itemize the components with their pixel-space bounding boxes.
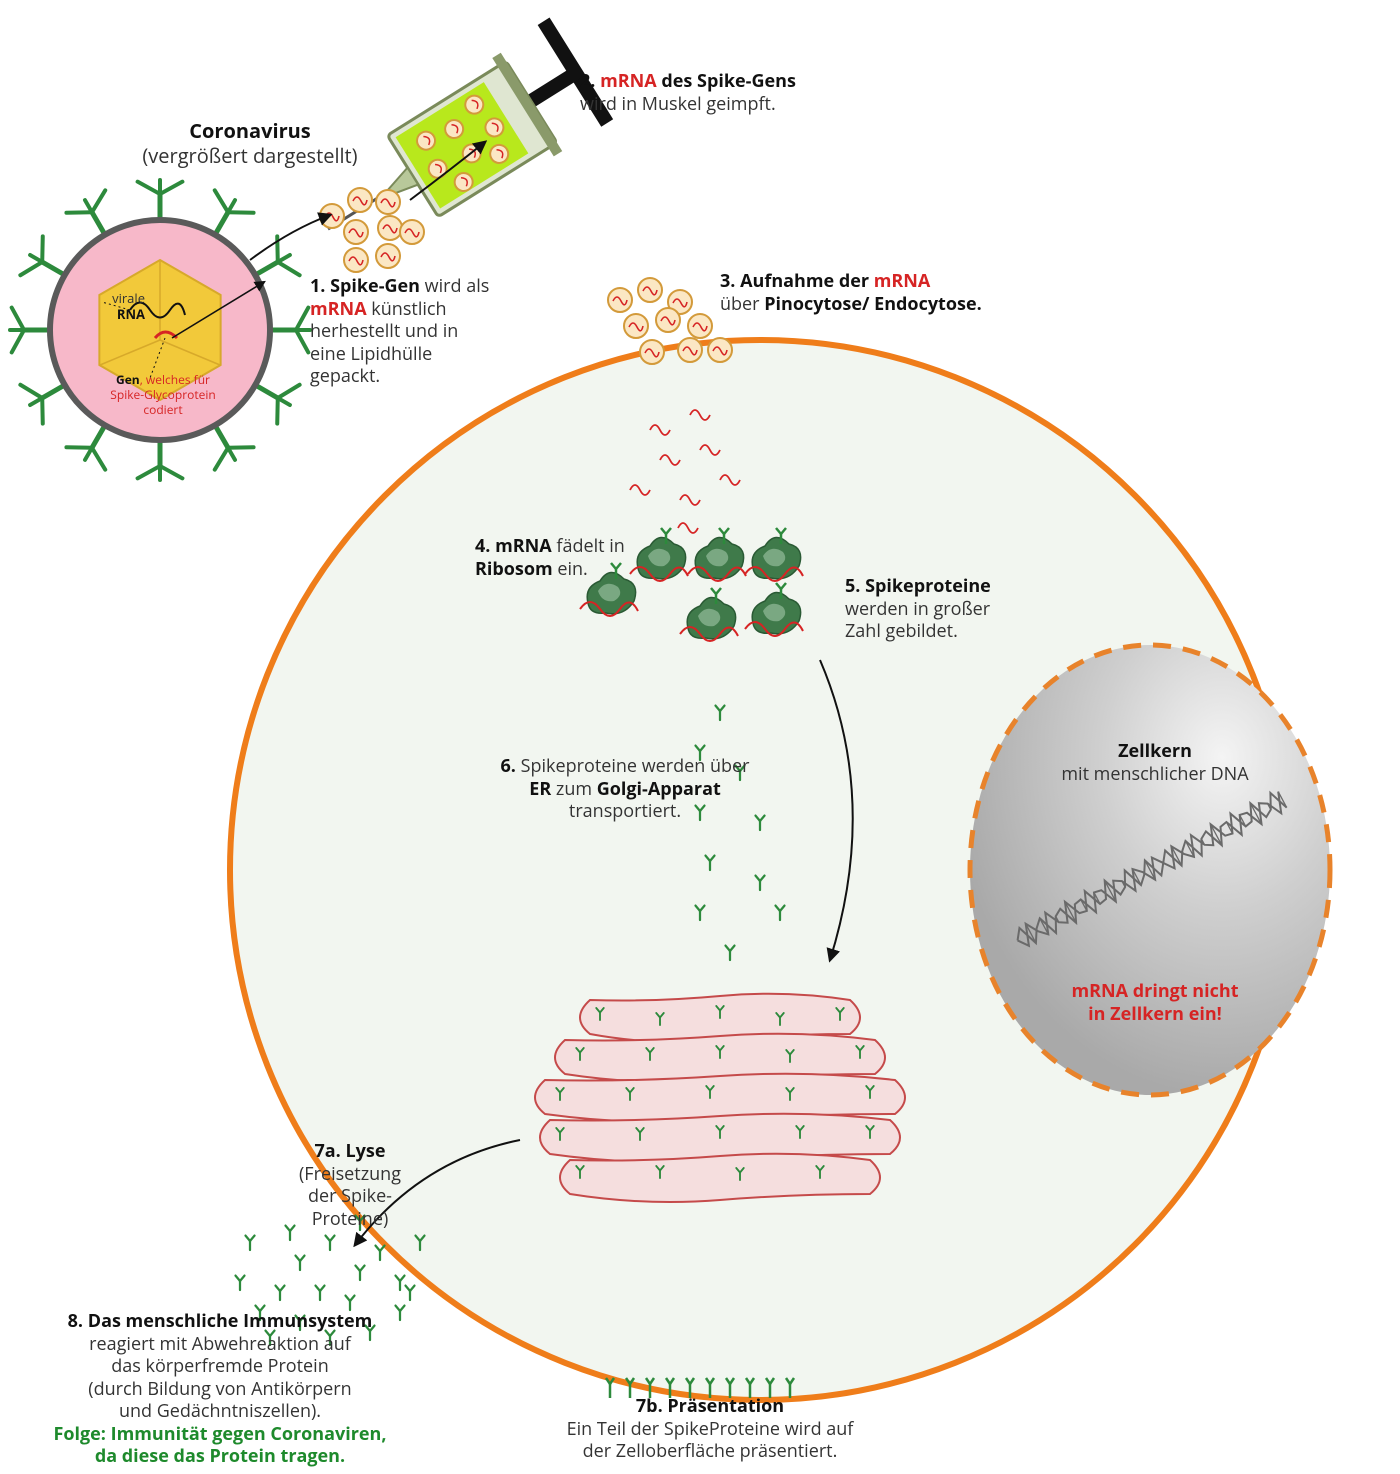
spike-protein-icon (276, 1286, 285, 1300)
step3-label: 3. Aufnahme der mRNA über Pinocytose/ En… (720, 270, 1040, 315)
nucleus-label: Zellkernmit menschlicher DNA (1040, 740, 1270, 785)
coronavirus-title: Coronavirus (vergrößert dargestellt) (120, 118, 380, 168)
golgi-cisterna (560, 1154, 880, 1202)
step6-label: 6. Spikeproteine werden über ER zum Golg… (465, 755, 785, 823)
virus-rna-label: viraleRNA (85, 290, 145, 323)
spike-protein-icon (346, 1296, 355, 1310)
step4-label: 4. mRNA fädelt in Ribosom ein. (475, 535, 675, 580)
step5-label: 5. Spikeproteine werden in großer Zahl g… (845, 575, 1065, 643)
virus-gen-label: Gen, welches für Spike-Glycoprotein codi… (78, 372, 248, 417)
spike-protein-icon (246, 1236, 255, 1250)
svg-layer (0, 0, 1400, 1474)
step1-label: 1. Spike-Gen wird als mRNA künstlich her… (310, 275, 530, 388)
spike-protein-icon (406, 1286, 415, 1300)
spike-protein-icon (326, 1236, 335, 1250)
diagram-canvas: Coronavirus (vergrößert dargestellt) vir… (0, 0, 1400, 1474)
spike-protein-icon (376, 1246, 385, 1260)
step7b-label: 7b. Präsentation Ein Teil der SpikeProte… (510, 1395, 910, 1463)
spike-protein-icon (296, 1256, 305, 1270)
spike-protein-icon (316, 1286, 325, 1300)
golgi-cisterna (535, 1074, 905, 1122)
spike-protein-icon (396, 1276, 405, 1290)
step8-label: 8. Das menschliche Immunsystem reagiert … (20, 1310, 420, 1468)
spike-protein-icon (356, 1266, 365, 1280)
nucleus-warning: mRNA dringt nicht in Zellkern ein! (1040, 980, 1270, 1025)
step2-label: 2. mRNA des Spike-Gens wird in Muskel ge… (580, 70, 860, 115)
step7a-label: 7a. Lyse (Freisetzung der Spike- Protein… (260, 1140, 440, 1230)
spike-protein-icon (236, 1276, 245, 1290)
